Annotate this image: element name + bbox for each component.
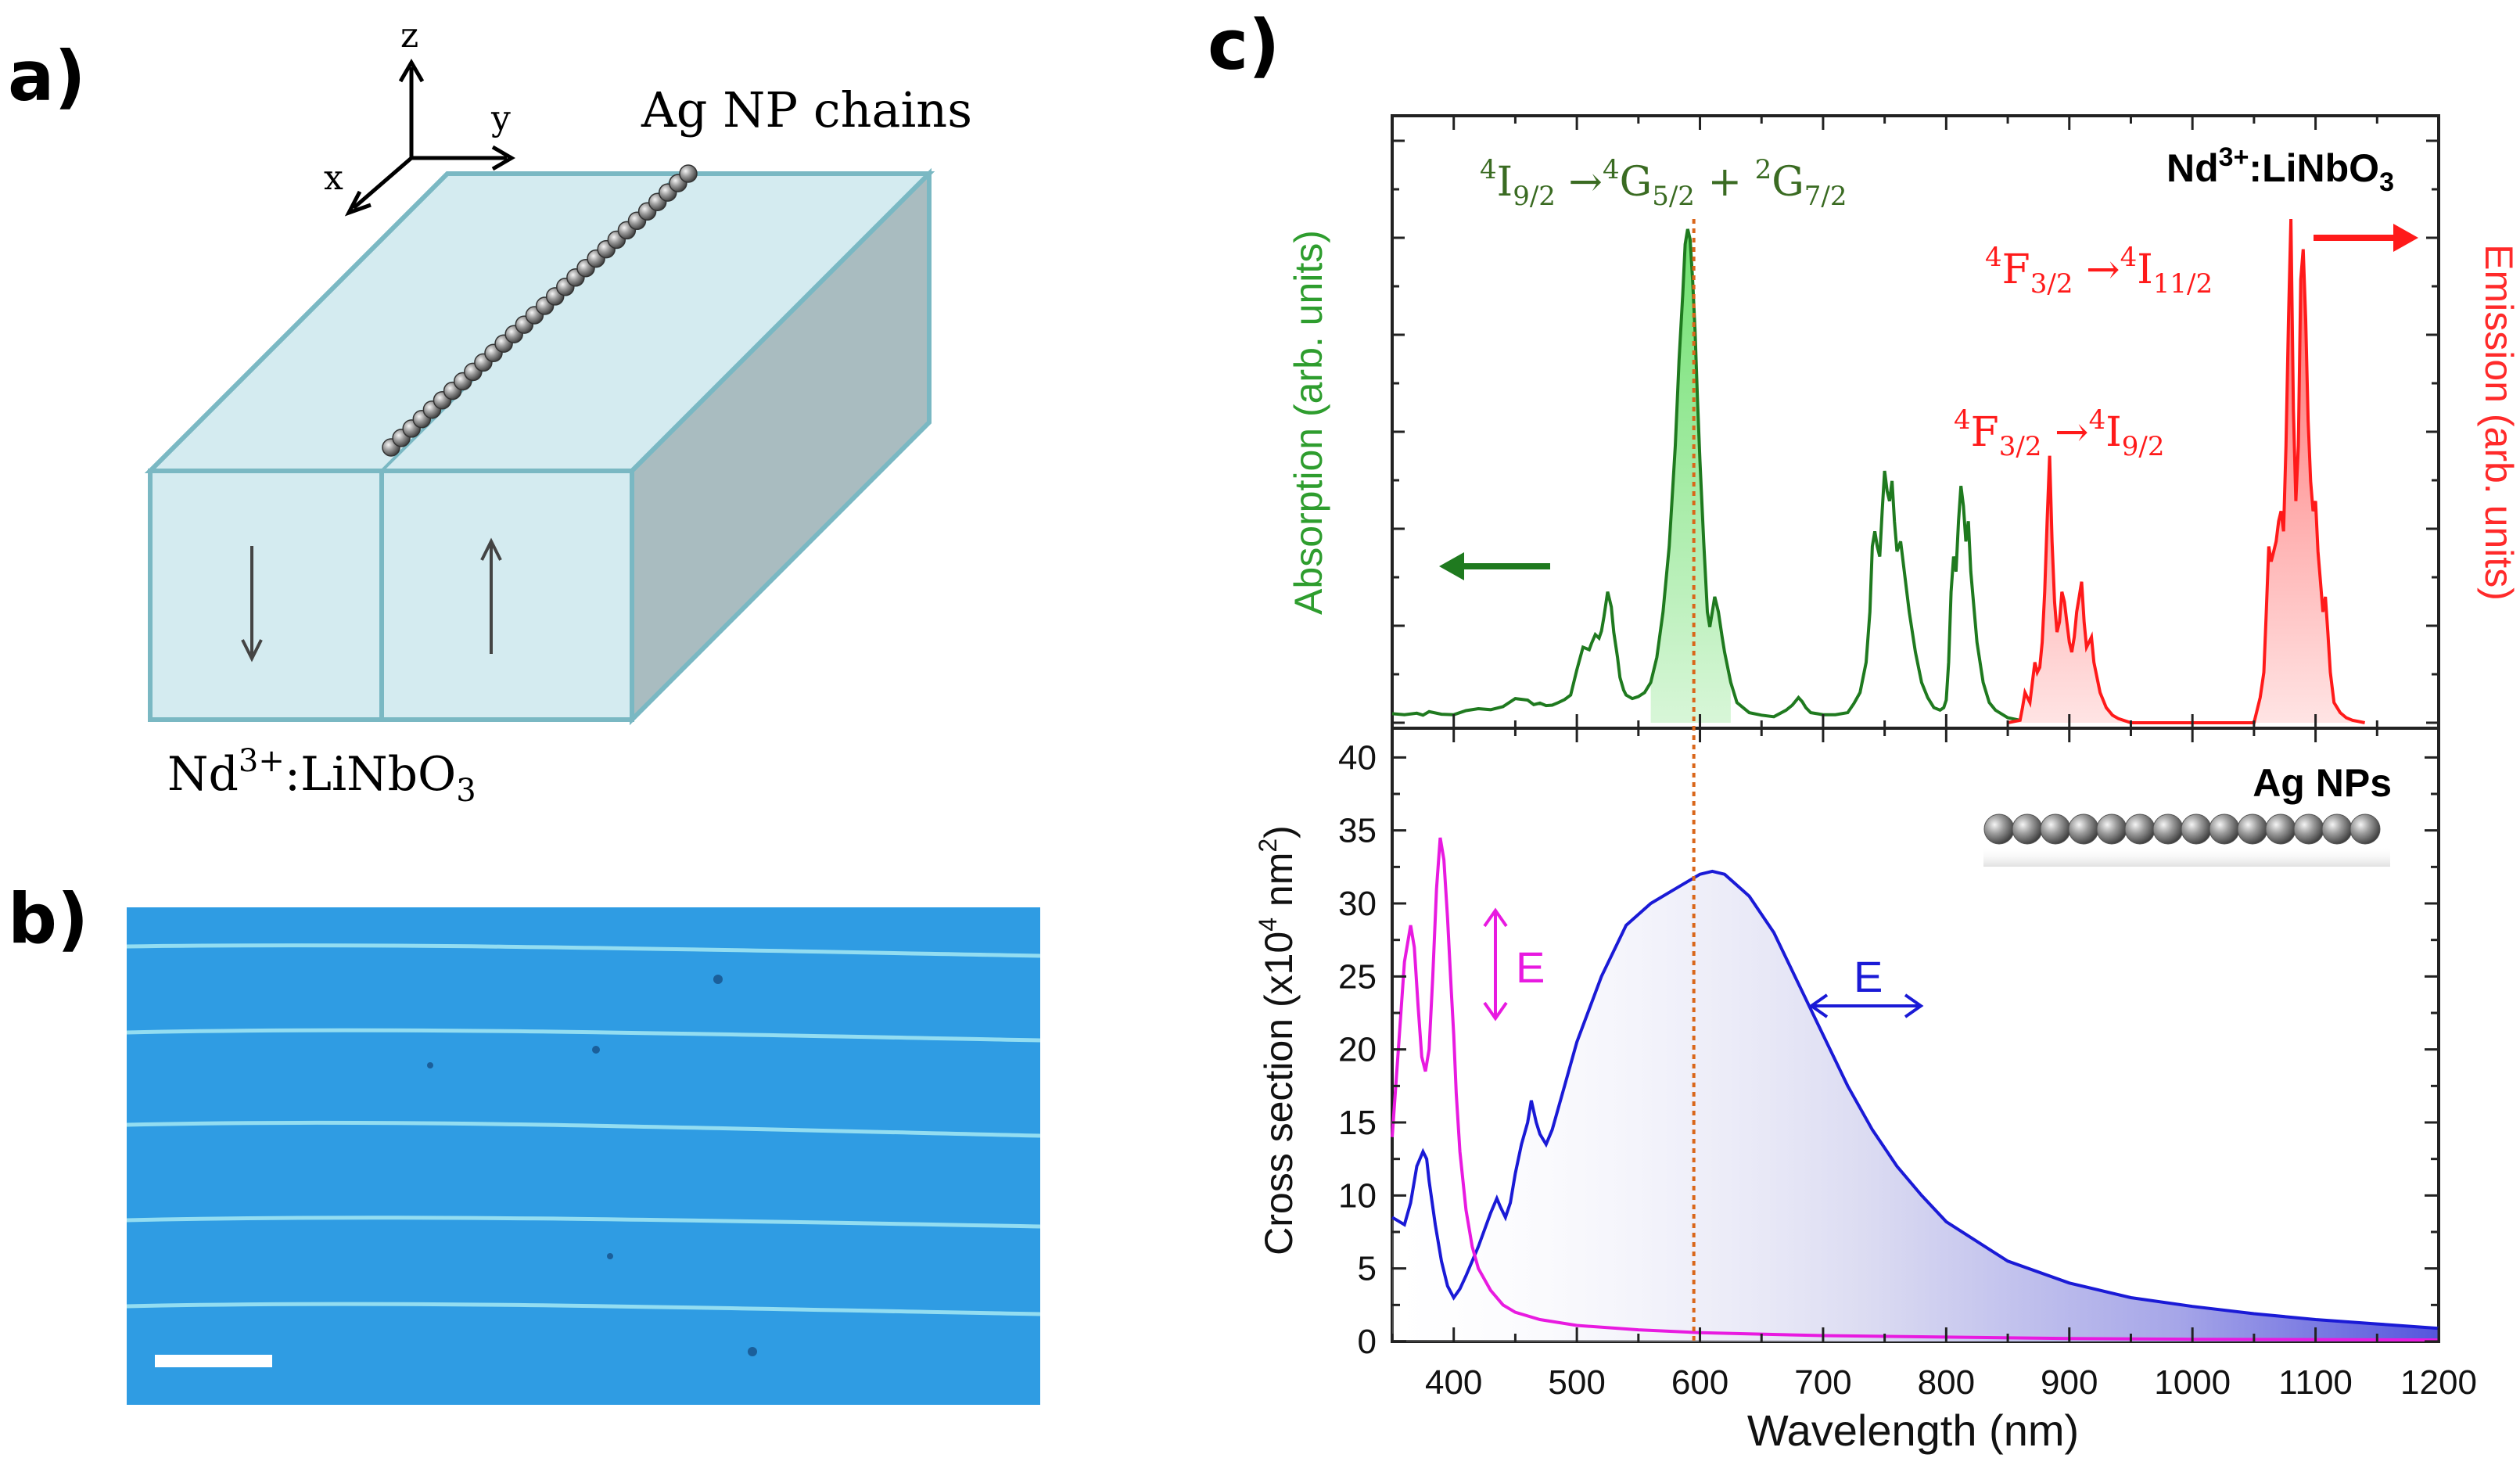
inset-nanoparticle	[2265, 813, 2296, 845]
inset-nanoparticle	[2124, 813, 2156, 845]
y-tick-label: 20	[1338, 1031, 1377, 1069]
x-tick-label: 1100	[2278, 1363, 2353, 1402]
crystal-block	[144, 167, 935, 726]
axis-ticks	[1391, 116, 2440, 1343]
inset-nanoparticle	[2209, 813, 2240, 845]
inset-nanoparticle	[2040, 813, 2071, 845]
ag-nps-label: Ag NPs	[2253, 761, 2392, 805]
inset-nanoparticle	[2349, 813, 2381, 845]
microscope-image	[127, 907, 1040, 1405]
panel-b-label: b)	[8, 878, 88, 959]
crystal-front-face	[148, 469, 634, 722]
panel-c-label: c)	[1208, 5, 1280, 85]
inset-nanoparticle	[2152, 813, 2184, 845]
microscope-specks	[427, 975, 757, 1356]
x-tick-label: 400	[1425, 1363, 1482, 1402]
inset-nanoparticle	[2012, 813, 2043, 845]
ag-nanoparticle-chain	[382, 164, 698, 457]
crystal-label: Nd3+:LiNbO3	[167, 743, 476, 809]
longitudinal-curve	[1391, 869, 2439, 1331]
microscope-stripes	[126, 943, 1041, 1316]
x-tick-label: 1000	[2154, 1363, 2231, 1402]
emission-fill	[2008, 219, 2365, 723]
transition-label-red-1: 4F3/2 →4I11/2	[1985, 242, 2213, 300]
inset-nanoparticle	[1983, 813, 2015, 845]
axis-y-label: y	[490, 99, 511, 138]
longitudinal-polarization-arrow-icon	[1808, 993, 1924, 1018]
emission-axis-arrow-icon	[2314, 224, 2418, 252]
inset-nanoparticle	[2096, 813, 2127, 845]
inset-nanoparticle	[2321, 813, 2353, 845]
x-tick-label: 1200	[2400, 1363, 2477, 1402]
absorption-axis-title: Absorption (arb. units)	[1287, 230, 1330, 615]
absorption-curve	[1391, 228, 2021, 722]
x-axis-title: Wavelength (nm)	[1747, 1406, 2079, 1455]
x-tick-label: 600	[1671, 1363, 1728, 1402]
inset-nanoparticle	[2237, 813, 2268, 845]
y-tick-label: 5	[1358, 1250, 1377, 1288]
emission-axis-title: Emission (arb. units)	[2477, 244, 2520, 601]
nd-linbo3-label: Nd3+:LiNbO3	[2166, 142, 2394, 197]
inset-nanoparticle	[2293, 813, 2324, 845]
y-tick-labels: 0 5 10 15 20 25 30 35 40	[1338, 738, 1377, 1361]
y-tick-label: 0	[1358, 1323, 1377, 1361]
longitudinal-fill	[1392, 871, 2439, 1341]
absorption-axis-arrow-icon	[1439, 552, 1550, 580]
axes-triad	[344, 59, 515, 217]
y-tick-label: 40	[1338, 738, 1377, 777]
y-tick-label: 35	[1338, 812, 1377, 850]
transverse-curve	[1391, 837, 2439, 1342]
nanoparticle	[679, 164, 698, 183]
y-tick-label: 25	[1338, 957, 1377, 996]
x-tick-label: 900	[2041, 1363, 2098, 1402]
y-tick-label: 10	[1338, 1176, 1377, 1215]
inset-chain-reflection	[1983, 846, 2390, 867]
y-axis-title: Cross section (x104 nm2)	[1254, 825, 1301, 1255]
ag-np-chain-inset	[1983, 813, 2390, 867]
transition-label-red-2: 4F3/2 →4I9/2	[1954, 404, 2164, 462]
inset-nanoparticle	[2068, 813, 2099, 845]
x-tick-label: 700	[1794, 1363, 1851, 1402]
transverse-polarization-arrow-icon	[1483, 907, 1508, 1022]
longitudinal-e-label: E	[1854, 952, 1883, 1001]
y-tick-label: 15	[1338, 1104, 1377, 1142]
transverse-e-label: E	[1516, 943, 1545, 992]
domain-arrow-up-icon	[480, 537, 502, 654]
transition-label-green: 4I9/2 →4G5/2 + 2G7/2	[1480, 154, 1847, 212]
x-tick-label: 500	[1548, 1363, 1605, 1402]
axis-x-label: x	[324, 158, 343, 198]
axis-z-label: z	[400, 16, 418, 56]
panel-a-label: a)	[8, 36, 86, 117]
chain-label: Ag NP chains	[641, 81, 972, 138]
inset-nanoparticle	[2181, 813, 2212, 845]
x-tick-labels: 400 500 600 700 800 900 1000 1100 1200	[1425, 1363, 2477, 1402]
scale-bar	[155, 1355, 272, 1367]
domain-arrow-down-icon	[241, 546, 263, 663]
absorption-fill	[1650, 228, 1731, 723]
x-tick-label: 800	[1918, 1363, 1975, 1402]
y-tick-label: 30	[1338, 885, 1377, 923]
